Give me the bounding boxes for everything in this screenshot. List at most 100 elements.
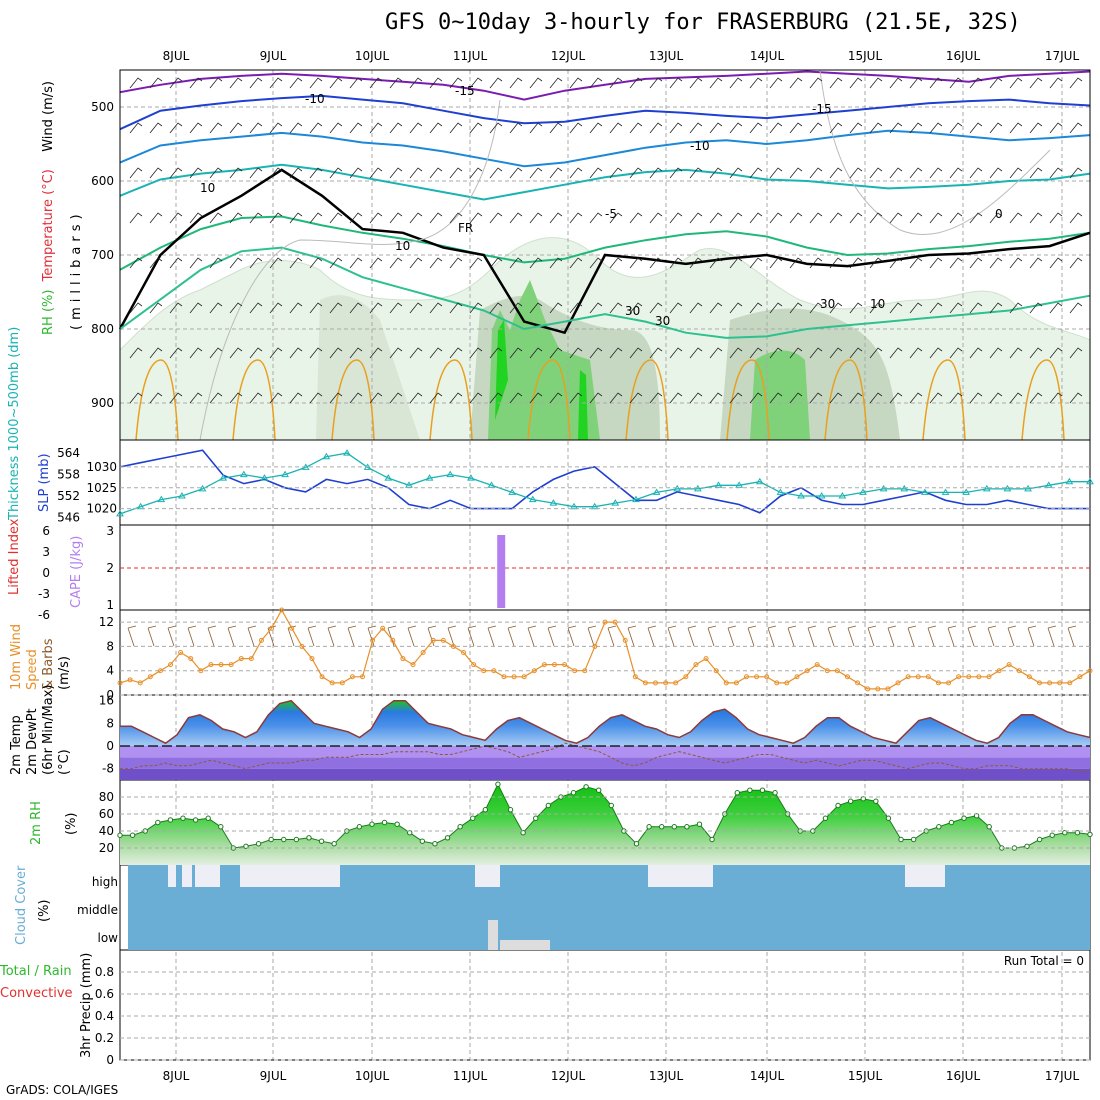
ytick-upper-3: 800 — [91, 322, 114, 336]
wind10-marker — [289, 625, 295, 631]
thickness-marker — [941, 488, 950, 495]
wind-barb — [129, 257, 143, 269]
wind-barb — [669, 122, 683, 134]
wind10-marker — [279, 607, 285, 613]
wind-barb — [929, 212, 943, 224]
wind-barb — [969, 167, 983, 179]
surface-wind-barb — [1027, 625, 1037, 647]
wind-barb — [349, 392, 363, 404]
wind-barb — [769, 122, 783, 134]
wind-barb — [209, 347, 223, 359]
wind-barb — [1069, 257, 1083, 269]
surface-wind-barb — [827, 625, 837, 647]
ytick-rh2m-2: 60 — [99, 807, 114, 821]
wind-barb — [169, 347, 183, 359]
wind-barb — [429, 122, 443, 134]
wind-barb — [1029, 77, 1043, 89]
thickness-marker — [879, 484, 888, 492]
low-cloud-0 — [488, 920, 498, 950]
wind-barb — [409, 212, 423, 224]
wind10-marker — [117, 680, 123, 686]
wind-barb — [629, 392, 643, 404]
wind-barb — [829, 392, 843, 404]
surface-wind-barb — [767, 625, 777, 647]
wind-barb — [249, 347, 263, 359]
rh2m-marker — [1087, 831, 1093, 838]
rh2m-marker — [1074, 830, 1081, 836]
wind-barb — [889, 167, 903, 179]
wind-barb — [529, 212, 543, 224]
wind-barb — [309, 77, 323, 89]
wind-barb — [329, 122, 343, 134]
ytick-precip-1: 0.2 — [95, 1031, 114, 1045]
wind-barb — [289, 212, 303, 224]
xtick-top-3: 11JUL — [453, 49, 488, 63]
wind-barb — [709, 347, 723, 359]
wind-barb — [629, 257, 643, 269]
wind10-marker — [1067, 680, 1073, 686]
wind-barb — [229, 302, 243, 314]
wind-barb — [989, 257, 1003, 269]
wind-barb — [769, 77, 783, 89]
wind-barb — [709, 212, 723, 224]
thickness-marker — [1003, 484, 1012, 492]
wind-barb — [689, 212, 703, 224]
xtick-top-6: 14JUL — [750, 49, 785, 63]
surface-wind-barb — [687, 625, 697, 647]
wind-barb — [769, 167, 783, 179]
wind-barb — [869, 392, 883, 404]
wind-barb — [689, 392, 703, 404]
wind-barb — [409, 392, 423, 404]
wind-barb — [969, 257, 983, 269]
ytick-rh2m-0: 20 — [99, 841, 114, 855]
rh2m-marker — [129, 832, 136, 838]
wind-barb — [989, 77, 1003, 89]
isotherm--10 — [119, 129, 1091, 168]
thickness-marker — [921, 488, 929, 495]
ylabel-cloud-unit: (%) — [37, 900, 52, 923]
thickness-marker — [570, 502, 578, 510]
wind10-marker — [299, 643, 305, 649]
contour-label-10: 30 — [655, 314, 670, 328]
wind-barb — [789, 392, 803, 404]
wind-barb — [669, 347, 683, 359]
ylabel-precip-total: Total / Rain — [0, 964, 72, 979]
wind-barb — [489, 392, 503, 404]
wind-barb — [709, 167, 723, 179]
xtick-bottom-5: 13JUL — [649, 1069, 684, 1083]
wind-barb — [569, 302, 583, 314]
wind-barb — [609, 77, 623, 89]
rh2m-marker — [885, 815, 892, 821]
surface-wind-barb — [987, 625, 997, 647]
wind-barb — [189, 167, 203, 179]
wind-barb — [789, 77, 803, 89]
wind-barb — [769, 212, 783, 224]
ytick-slp-2: 1030 — [86, 460, 117, 474]
wind-barb — [749, 347, 763, 359]
wind-barb — [729, 257, 743, 269]
wind-barb — [729, 122, 743, 134]
wind-barb — [149, 167, 163, 179]
wind-barb — [829, 347, 843, 359]
rh-90-area-2 — [578, 370, 588, 440]
rh2m-marker — [381, 819, 388, 826]
rh2m-marker — [961, 815, 967, 821]
wind10-marker — [784, 680, 790, 686]
wind-barb — [869, 212, 883, 224]
surface-wind-barb — [347, 625, 357, 647]
wind-barb — [809, 257, 823, 269]
wind-barb — [849, 302, 863, 314]
thickness-marker — [693, 484, 702, 492]
wind-barb — [1009, 347, 1023, 359]
wind-barb — [769, 257, 783, 269]
contour-label-1: -10 — [305, 92, 325, 106]
ylabel-upper-mb: (millibars) — [69, 209, 84, 330]
wind-barb — [669, 212, 683, 224]
wind-barb — [1009, 302, 1023, 314]
wind-barb — [909, 302, 923, 314]
rh2m-marker — [520, 830, 526, 836]
wind-barb — [189, 77, 203, 89]
wind-barb — [749, 77, 763, 89]
wind-barb — [429, 212, 443, 224]
surface-wind-barb — [807, 625, 817, 647]
